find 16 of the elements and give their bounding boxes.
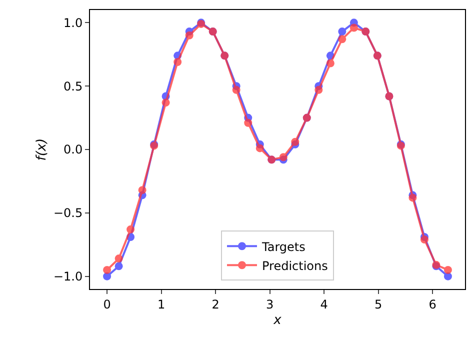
y-tick-label: 0.0 bbox=[64, 142, 83, 157]
y-tick-label: −0.5 bbox=[53, 206, 83, 220]
x-tick-label: 5 bbox=[374, 297, 382, 312]
x-tick-label: 2 bbox=[212, 297, 220, 312]
y-tick-label: −1.0 bbox=[53, 270, 83, 284]
legend-label: Targets bbox=[261, 240, 306, 254]
x-tick-label: 1 bbox=[157, 297, 166, 312]
x-axis-title: x bbox=[272, 313, 282, 328]
x-tick-label: 4 bbox=[320, 297, 328, 312]
x-tick-label: 3 bbox=[266, 297, 274, 312]
x-tick-label: 6 bbox=[428, 297, 436, 312]
y-tick-label: 1.0 bbox=[64, 16, 83, 30]
x-tick-label: 0 bbox=[103, 297, 111, 312]
legend-label: Predictions bbox=[262, 258, 328, 273]
y-tick-label: 0.5 bbox=[64, 79, 83, 94]
y-axis-title: f(x) bbox=[34, 138, 50, 161]
